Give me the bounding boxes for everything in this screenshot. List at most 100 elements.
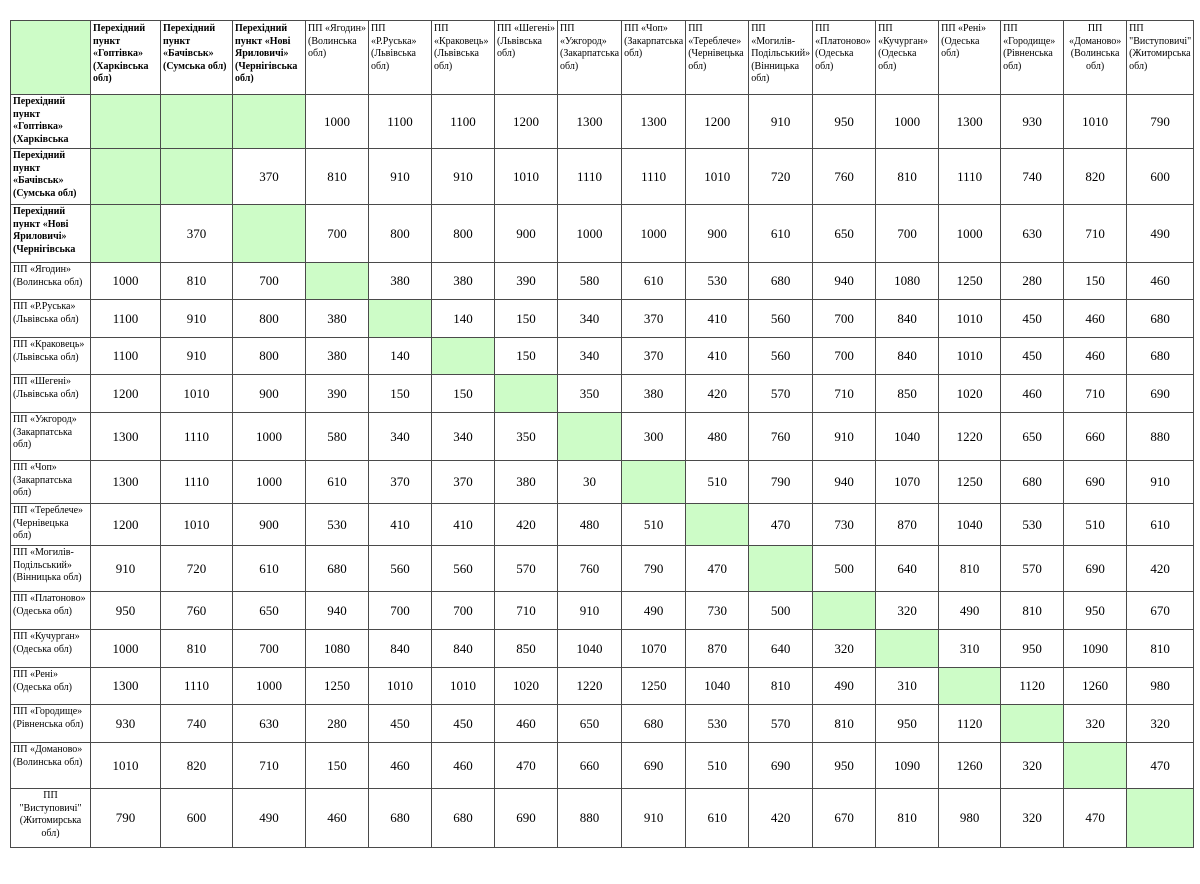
distance-cell: 560: [748, 337, 814, 375]
table-row: ПП «Городище» (Рівненська обл) 930 740 630 2…: [10, 704, 1195, 743]
distance-cell: 560: [368, 545, 432, 592]
highlight-cell: [160, 148, 233, 205]
highlight-cell: [90, 148, 161, 205]
highlight-cell: [685, 503, 750, 546]
distance-cell: 880: [1126, 412, 1195, 461]
table-row: ПП «Тереблече» (Чернівецька обл) 1200 1010…: [10, 503, 1195, 546]
distance-cell: 1040: [685, 667, 750, 705]
distance-cell: 310: [938, 629, 1002, 668]
corner-cell: [10, 20, 91, 95]
distance-cell: 720: [748, 148, 814, 205]
distance-cell: 570: [1000, 545, 1065, 592]
distance-cell: 1250: [938, 460, 1002, 504]
distance-cell: 1220: [556, 667, 623, 705]
distance-cell: 150: [494, 299, 558, 338]
distance-cell: 1010: [431, 667, 495, 705]
distance-cell: 1100: [90, 337, 161, 375]
distance-cell: 600: [160, 788, 233, 848]
distance-cell: 820: [160, 742, 233, 789]
column-header: ПП «Могилів-Подільський» (Вінницька обл): [748, 20, 814, 95]
distance-cell: 1000: [305, 94, 369, 149]
distance-cell: 680: [748, 262, 814, 300]
distance-cell: 1010: [685, 148, 750, 205]
distance-cell: 980: [1126, 667, 1195, 705]
distance-cell: 500: [812, 545, 877, 592]
highlight-cell: [1126, 788, 1195, 848]
distance-cell: 1040: [938, 503, 1002, 546]
distance-cell: 420: [748, 788, 814, 848]
distance-cell: 560: [748, 299, 814, 338]
highlight-cell: [556, 412, 623, 461]
distance-cell: 1110: [160, 667, 233, 705]
column-header: ПП «Тереблече» (Чернівецька обл): [685, 20, 750, 95]
distance-cell: 940: [812, 460, 877, 504]
distance-cell: 490: [938, 591, 1002, 630]
highlight-cell: [90, 94, 161, 149]
distance-cell: 810: [305, 148, 369, 205]
distance-cell: 950: [875, 704, 940, 743]
distance-cell: 510: [621, 503, 687, 546]
column-header: ПП «Чоп» (Закарпатська обл): [621, 20, 687, 95]
distance-cell: 1010: [938, 299, 1002, 338]
distance-cell: 720: [160, 545, 233, 592]
distance-cell: 810: [1000, 591, 1065, 630]
row-header: Перехідний пункт «Гоптівка» (Харківська: [10, 94, 91, 149]
distance-cell: 1010: [494, 148, 558, 205]
distance-cell: 150: [494, 337, 558, 375]
table-row: ПП «Ягодин» (Волинська обл) 1000 810 700 380…: [10, 262, 1195, 300]
distance-matrix-table: Перехідний пункт «Гоптівка» (Харківська …: [10, 20, 1195, 848]
distance-cell: 500: [748, 591, 814, 630]
distance-cell: 570: [494, 545, 558, 592]
distance-cell: 470: [685, 545, 750, 592]
distance-cell: 680: [368, 788, 432, 848]
distance-cell: 1300: [556, 94, 623, 149]
distance-cell: 450: [431, 704, 495, 743]
column-header: ПП «Ягодин» (Волинська обл): [305, 20, 369, 95]
distance-cell: 650: [556, 704, 623, 743]
distance-cell: 710: [1063, 374, 1128, 413]
distance-cell: 710: [1063, 204, 1128, 263]
distance-cell: 370: [621, 337, 687, 375]
distance-table-container: Перехідний пункт «Гоптівка» (Харківська …: [10, 20, 1195, 848]
distance-cell: 1000: [232, 667, 306, 705]
distance-cell: 700: [875, 204, 940, 263]
distance-cell: 530: [685, 704, 750, 743]
column-header: ПП «Р.Руська» (Львівська обл): [368, 20, 432, 95]
distance-cell: 530: [305, 503, 369, 546]
distance-cell: 910: [1126, 460, 1195, 504]
distance-cell: 1260: [1063, 667, 1128, 705]
distance-cell: 1120: [1000, 667, 1065, 705]
distance-cell: 610: [232, 545, 306, 592]
distance-cell: 460: [494, 704, 558, 743]
distance-cell: 700: [812, 337, 877, 375]
distance-cell: 680: [305, 545, 369, 592]
distance-cell: 1090: [1063, 629, 1128, 668]
distance-cell: 940: [305, 591, 369, 630]
distance-cell: 1070: [621, 629, 687, 668]
distance-cell: 900: [494, 204, 558, 263]
distance-cell: 840: [875, 299, 940, 338]
distance-cell: 700: [232, 262, 306, 300]
distance-cell: 1120: [938, 704, 1002, 743]
distance-cell: 1250: [305, 667, 369, 705]
distance-cell: 380: [621, 374, 687, 413]
distance-cell: 150: [368, 374, 432, 413]
distance-cell: 150: [1063, 262, 1128, 300]
distance-cell: 760: [160, 591, 233, 630]
distance-cell: 690: [621, 742, 687, 789]
distance-cell: 760: [556, 545, 623, 592]
distance-cell: 640: [748, 629, 814, 668]
distance-cell: 1010: [160, 374, 233, 413]
distance-cell: 390: [494, 262, 558, 300]
distance-cell: 640: [875, 545, 940, 592]
distance-cell: 490: [232, 788, 306, 848]
highlight-cell: [1063, 742, 1128, 789]
distance-cell: 320: [1000, 788, 1065, 848]
distance-cell: 340: [556, 337, 623, 375]
column-header: Перехідний пункт «Гоптівка» (Харківська …: [90, 20, 161, 95]
distance-cell: 1020: [938, 374, 1002, 413]
distance-cell: 1000: [90, 262, 161, 300]
highlight-cell: [812, 591, 877, 630]
distance-cell: 1300: [90, 460, 161, 504]
distance-cell: 630: [1000, 204, 1065, 263]
